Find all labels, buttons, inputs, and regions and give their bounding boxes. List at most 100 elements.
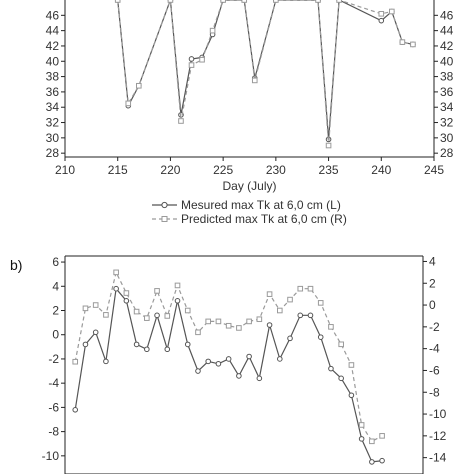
data-point-measured <box>328 365 334 372</box>
data-point-measured <box>174 298 181 304</box>
y-right-tick-label: 36 <box>440 85 454 99</box>
x-axis-label: Day (July) <box>222 179 276 193</box>
y-left-tick-label: 30 <box>46 131 60 145</box>
data-point-measured <box>205 358 211 365</box>
data-point-predicted <box>241 0 248 3</box>
y-right-tick-label: 28 <box>440 146 454 160</box>
data-point-predicted <box>287 296 293 303</box>
data-point-predicted <box>410 41 416 48</box>
data-point-measured <box>164 346 171 353</box>
data-point-measured <box>266 322 273 328</box>
y-left-tick-label: -4 <box>48 376 59 390</box>
data-point-predicted <box>297 285 304 292</box>
data-point-predicted <box>378 10 385 17</box>
y-right-tick-label: -14 <box>429 451 447 465</box>
x-tick-label: 210 <box>55 163 75 177</box>
data-point-measured <box>246 353 252 360</box>
data-point-predicted <box>358 422 365 428</box>
legend-marker-measured <box>161 201 168 209</box>
y-right-tick-label: -6 <box>429 363 440 377</box>
data-point-measured <box>236 373 242 379</box>
data-point-predicted <box>328 324 334 330</box>
data-point-predicted <box>103 312 109 318</box>
data-point-predicted <box>246 318 252 325</box>
panel-a-chart: 2830323436384042444628303234363840424446… <box>46 0 454 193</box>
panel-b-label: b) <box>10 257 22 273</box>
data-point-predicted <box>184 307 191 314</box>
y-right-tick-label: 38 <box>440 70 454 84</box>
data-point-predicted <box>315 0 321 3</box>
data-point-measured <box>195 368 201 374</box>
series-measured <box>72 285 385 465</box>
data-point-predicted <box>348 362 355 368</box>
data-point-predicted <box>174 282 181 289</box>
legend: Mesured max Tk at 6,0 cm (L) Predicted m… <box>152 198 347 226</box>
data-point-predicted <box>236 325 242 331</box>
data-point-measured <box>72 407 79 413</box>
y-right-tick-label: 42 <box>440 39 454 53</box>
data-point-measured <box>133 341 140 348</box>
data-point-predicted <box>82 305 89 312</box>
y-left-tick-label: 4 <box>52 279 59 293</box>
legend-marker-predicted <box>161 216 168 222</box>
y-right-tick-label: -8 <box>429 385 440 399</box>
data-point-measured <box>378 17 385 24</box>
series-line-measured <box>74 287 383 463</box>
data-point-predicted <box>266 291 273 297</box>
x-tick-label: 215 <box>108 163 128 177</box>
data-point-predicted <box>114 0 121 3</box>
y-left-tick-label: 0 <box>52 328 59 342</box>
data-point-measured <box>92 329 99 336</box>
data-point-predicted <box>325 142 332 149</box>
data-point-predicted <box>113 269 119 276</box>
data-point-measured <box>103 358 109 365</box>
y-right-tick-label: 34 <box>440 100 454 114</box>
x-tick-label: 220 <box>160 163 180 177</box>
data-point-predicted <box>336 0 342 3</box>
data-point-measured <box>188 56 195 62</box>
data-point-predicted <box>205 318 211 325</box>
data-point-measured <box>307 312 314 319</box>
data-point-measured <box>154 312 160 319</box>
x-tick-label: 230 <box>266 163 286 177</box>
legend-item-predicted: Predicted max Tk at 6,0 cm (R) <box>152 212 347 226</box>
series-measured <box>114 0 416 143</box>
data-point-measured <box>256 375 263 382</box>
y-left-tick-label: 44 <box>46 24 60 38</box>
data-point-predicted <box>277 307 283 314</box>
y-right-tick-label: 44 <box>440 24 454 38</box>
data-point-predicted <box>369 438 375 445</box>
x-tick-label: 225 <box>213 163 233 177</box>
data-point-predicted <box>215 318 222 325</box>
data-point-measured <box>358 436 365 442</box>
data-point-measured <box>369 459 375 465</box>
x-tick-label: 240 <box>371 163 391 177</box>
y-left-tick-label: 6 <box>52 255 59 269</box>
legend-item-measured: Mesured max Tk at 6,0 cm (L) <box>152 198 341 212</box>
y-right-tick-label: 2 <box>429 276 436 290</box>
y-left-tick-label: -10 <box>42 449 60 463</box>
y-left-tick-label: 32 <box>46 116 60 130</box>
data-point-measured <box>317 334 324 340</box>
y-right-tick-label: -2 <box>429 320 440 334</box>
data-point-predicted <box>92 302 99 308</box>
series-predicted <box>72 269 385 445</box>
data-point-measured <box>297 312 304 319</box>
data-point-measured <box>277 356 283 362</box>
y-left-tick-label: 28 <box>46 146 60 160</box>
data-point-measured <box>379 457 385 464</box>
y-left-tick-label: 42 <box>46 39 60 53</box>
y-right-tick-label: -12 <box>429 429 447 443</box>
y-right-tick-label: 4 <box>429 254 436 268</box>
data-point-predicted <box>195 329 201 336</box>
data-point-predicted <box>136 82 142 89</box>
y-right-tick-label: -4 <box>429 342 440 356</box>
data-point-predicted <box>389 8 395 15</box>
x-tick-label: 245 <box>424 163 444 177</box>
y-left-tick-label: 34 <box>46 100 60 114</box>
data-point-predicted <box>144 315 150 321</box>
data-point-measured <box>144 346 150 353</box>
data-point-measured <box>123 298 130 304</box>
y-left-tick-label: 2 <box>52 304 59 318</box>
data-point-measured <box>338 375 344 382</box>
